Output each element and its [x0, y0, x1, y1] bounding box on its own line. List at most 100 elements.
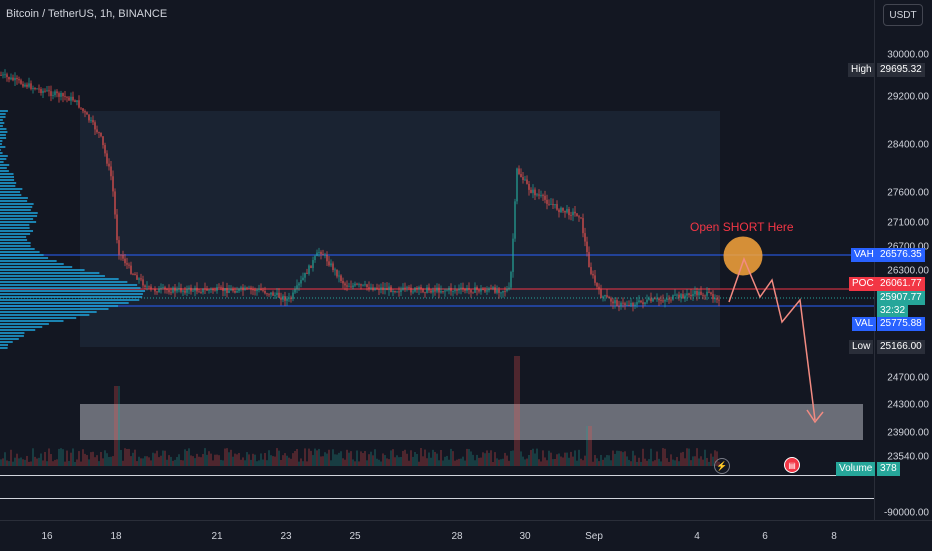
volume-bar: [10, 449, 12, 466]
volume-bar: [40, 453, 42, 466]
candle-body: [382, 287, 384, 290]
candle-body: [36, 88, 38, 90]
candle-body: [182, 290, 184, 292]
candle-body: [238, 288, 240, 292]
candle-body: [632, 302, 634, 306]
countdown-tag: 32:32: [877, 304, 909, 318]
candle-body: [146, 286, 148, 288]
profile-bar: [0, 158, 7, 160]
val-tag-label: VAL: [852, 317, 877, 331]
chart-canvas[interactable]: [0, 0, 874, 520]
profile-bar: [0, 185, 16, 187]
volume-bar: [516, 356, 518, 466]
candle-body: [274, 294, 276, 296]
candle-body: [656, 298, 658, 300]
candle-body: [232, 288, 234, 291]
time-tick: 21: [211, 531, 223, 542]
volume-bar: [126, 448, 128, 466]
volume-bar: [50, 454, 52, 466]
candle-body: [530, 189, 532, 193]
profile-bar: [0, 308, 109, 310]
volume-bar: [370, 451, 372, 466]
volume-bar: [354, 461, 356, 466]
candle-body: [62, 93, 64, 97]
candle-body: [340, 275, 342, 281]
volume-bar: [14, 457, 16, 466]
candle-body: [176, 288, 178, 292]
candle-body: [554, 204, 556, 206]
volume-bar: [112, 456, 114, 466]
volume-bar: [52, 461, 54, 466]
candle-body: [300, 280, 302, 284]
volume-bar: [392, 449, 394, 466]
volume-bar: [196, 453, 198, 466]
volume-bar: [366, 460, 368, 466]
projection-path[interactable]: [728, 256, 816, 421]
volume-bar: [318, 448, 320, 466]
candle-body: [452, 291, 454, 292]
low-tag-label: Low: [849, 340, 874, 354]
volume-bar: [590, 426, 592, 466]
volume-bar: [92, 451, 94, 466]
profile-bar: [0, 296, 143, 298]
candle-body: [400, 289, 402, 292]
profile-bar: [0, 119, 3, 121]
profile-bar: [0, 113, 6, 115]
volume-bar: [182, 460, 184, 466]
candle-body: [152, 288, 154, 290]
time-tick: 28: [451, 531, 463, 542]
candle-body: [562, 207, 564, 211]
candle-body: [526, 179, 528, 184]
candle-body: [0, 75, 2, 76]
volume-bar: [548, 450, 550, 466]
candle-body: [360, 284, 362, 286]
candle-body: [68, 97, 70, 101]
volume-bar: [326, 453, 328, 466]
price-tick: 29200.00: [887, 91, 929, 103]
volume-bar: [702, 459, 704, 466]
candle-body: [712, 294, 714, 300]
symbol-title[interactable]: Bitcoin / TetherUS, 1h, BINANCE: [6, 8, 168, 20]
candle-body: [74, 100, 76, 102]
target-zone-rectangle[interactable]: [80, 404, 863, 440]
lightning-icon[interactable]: ⚡: [714, 458, 730, 474]
candle-body: [282, 296, 284, 300]
volume-bar: [206, 454, 208, 466]
profile-bar: [0, 206, 33, 208]
candle-body: [390, 286, 392, 293]
us-flag-icon[interactable]: ▤: [784, 457, 800, 473]
volume-bar: [280, 459, 282, 466]
candle-body: [598, 286, 600, 290]
candle-body: [16, 77, 18, 80]
annotation-text[interactable]: Open SHORT Here: [690, 220, 794, 234]
volume-bar: [284, 453, 286, 466]
candle-body: [64, 96, 66, 98]
profile-bar: [0, 299, 140, 301]
currency-button[interactable]: USDT: [883, 4, 923, 26]
candle-body: [102, 136, 104, 146]
volume-bar: [674, 460, 676, 466]
volume-bar: [582, 460, 584, 466]
volume-bar: [68, 460, 70, 466]
volume-bar: [666, 458, 668, 466]
entry-circle[interactable]: [723, 236, 763, 276]
candle-body: [298, 283, 300, 286]
volume-bar: [26, 455, 28, 466]
price-chart-area[interactable]: Bitcoin / TetherUS, 1h, BINANCE Open SHO…: [0, 0, 874, 520]
value-area-rectangle[interactable]: [80, 111, 720, 347]
volume-bar: [114, 386, 116, 466]
volume-bar: [554, 459, 556, 466]
volume-bar: [402, 450, 404, 466]
time-axis[interactable]: 16 18 21 23 25 28 30 Sep 4 6 8: [0, 520, 932, 551]
candle-body: [44, 90, 46, 92]
candle-body: [490, 288, 492, 290]
vah-tag-value: 26576.35: [877, 248, 925, 262]
candle-body: [250, 287, 252, 290]
candle-body: [652, 298, 654, 302]
candle-body: [40, 89, 42, 94]
candle-body: [348, 286, 350, 288]
candle-body: [640, 300, 642, 303]
profile-bar: [0, 239, 28, 241]
volume-bar: [152, 452, 154, 466]
